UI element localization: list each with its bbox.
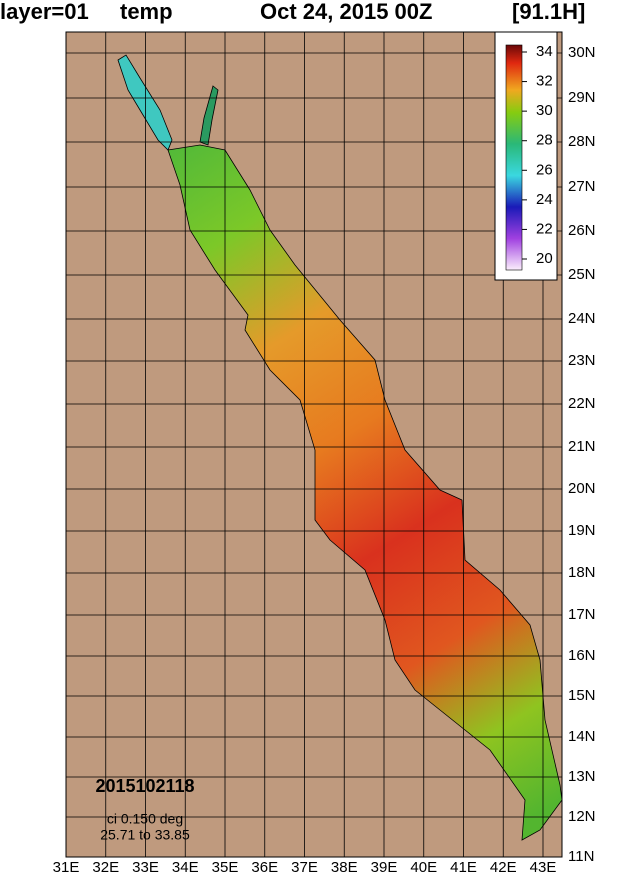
gulf-of-suez [117, 54, 173, 151]
lat-label: 24N [568, 310, 596, 327]
title-forecast: [91.1H] [512, 0, 585, 24]
lon-label: 31E [53, 859, 80, 876]
lon-label: 33E [132, 859, 159, 876]
title-date: Oct 24, 2015 00Z [260, 0, 432, 24]
lat-label: 18N [568, 564, 596, 581]
graticule [66, 32, 562, 857]
lat-label: 17N [568, 606, 596, 623]
colorbar-label: 24 [536, 191, 553, 208]
colorbar [505, 44, 523, 271]
lat-label: 11N [568, 848, 594, 865]
lat-label: 13N [568, 768, 596, 785]
gulf-of-aqaba [199, 85, 219, 146]
lon-label: 38E [331, 859, 358, 876]
lon-label: 35E [212, 859, 239, 876]
lat-label: 25N [568, 266, 596, 283]
lon-label: 32E [92, 859, 119, 876]
colorbar-label: 32 [536, 73, 553, 90]
lat-label: 27N [568, 178, 596, 195]
stamp: 2015102118 [95, 776, 194, 796]
lat-label: 19N [568, 522, 596, 539]
lon-label: 41E [450, 859, 477, 876]
title-layer: layer=01 [0, 0, 89, 24]
lat-label: 28N [568, 133, 596, 150]
lat-label: 14N [568, 728, 596, 745]
lat-label: 23N [568, 352, 596, 369]
lat-label: 20N [568, 480, 596, 497]
lon-label: 36E [251, 859, 278, 876]
lon-label: 40E [410, 859, 437, 876]
colorbar-box [494, 31, 558, 281]
lat-label: 12N [568, 808, 596, 825]
lon-label: 43E [530, 859, 557, 876]
lon-label: 34E [172, 859, 199, 876]
colorbar-label: 30 [536, 102, 553, 119]
contour-interval: ci 0.150 deg [107, 811, 183, 827]
colorbar-label: 34 [536, 43, 553, 60]
lat-label: 21N [568, 438, 596, 455]
value-range: 25.71 to 33.85 [100, 827, 190, 843]
lon-label: 39E [371, 859, 398, 876]
colorbar-label: 20 [536, 250, 553, 267]
lon-label: 42E [490, 859, 517, 876]
colorbar-label: 28 [536, 132, 553, 149]
lon-label: 37E [291, 859, 318, 876]
lat-label: 29N [568, 89, 596, 106]
colorbar-label: 22 [536, 220, 553, 237]
lat-label: 16N [568, 647, 596, 664]
lat-label: 22N [568, 395, 596, 412]
colorbar-label: 26 [536, 161, 553, 178]
lat-label: 15N [568, 687, 596, 704]
lat-label: 26N [568, 222, 596, 239]
lat-label: 30N [568, 44, 596, 61]
title-field: temp [120, 0, 173, 24]
